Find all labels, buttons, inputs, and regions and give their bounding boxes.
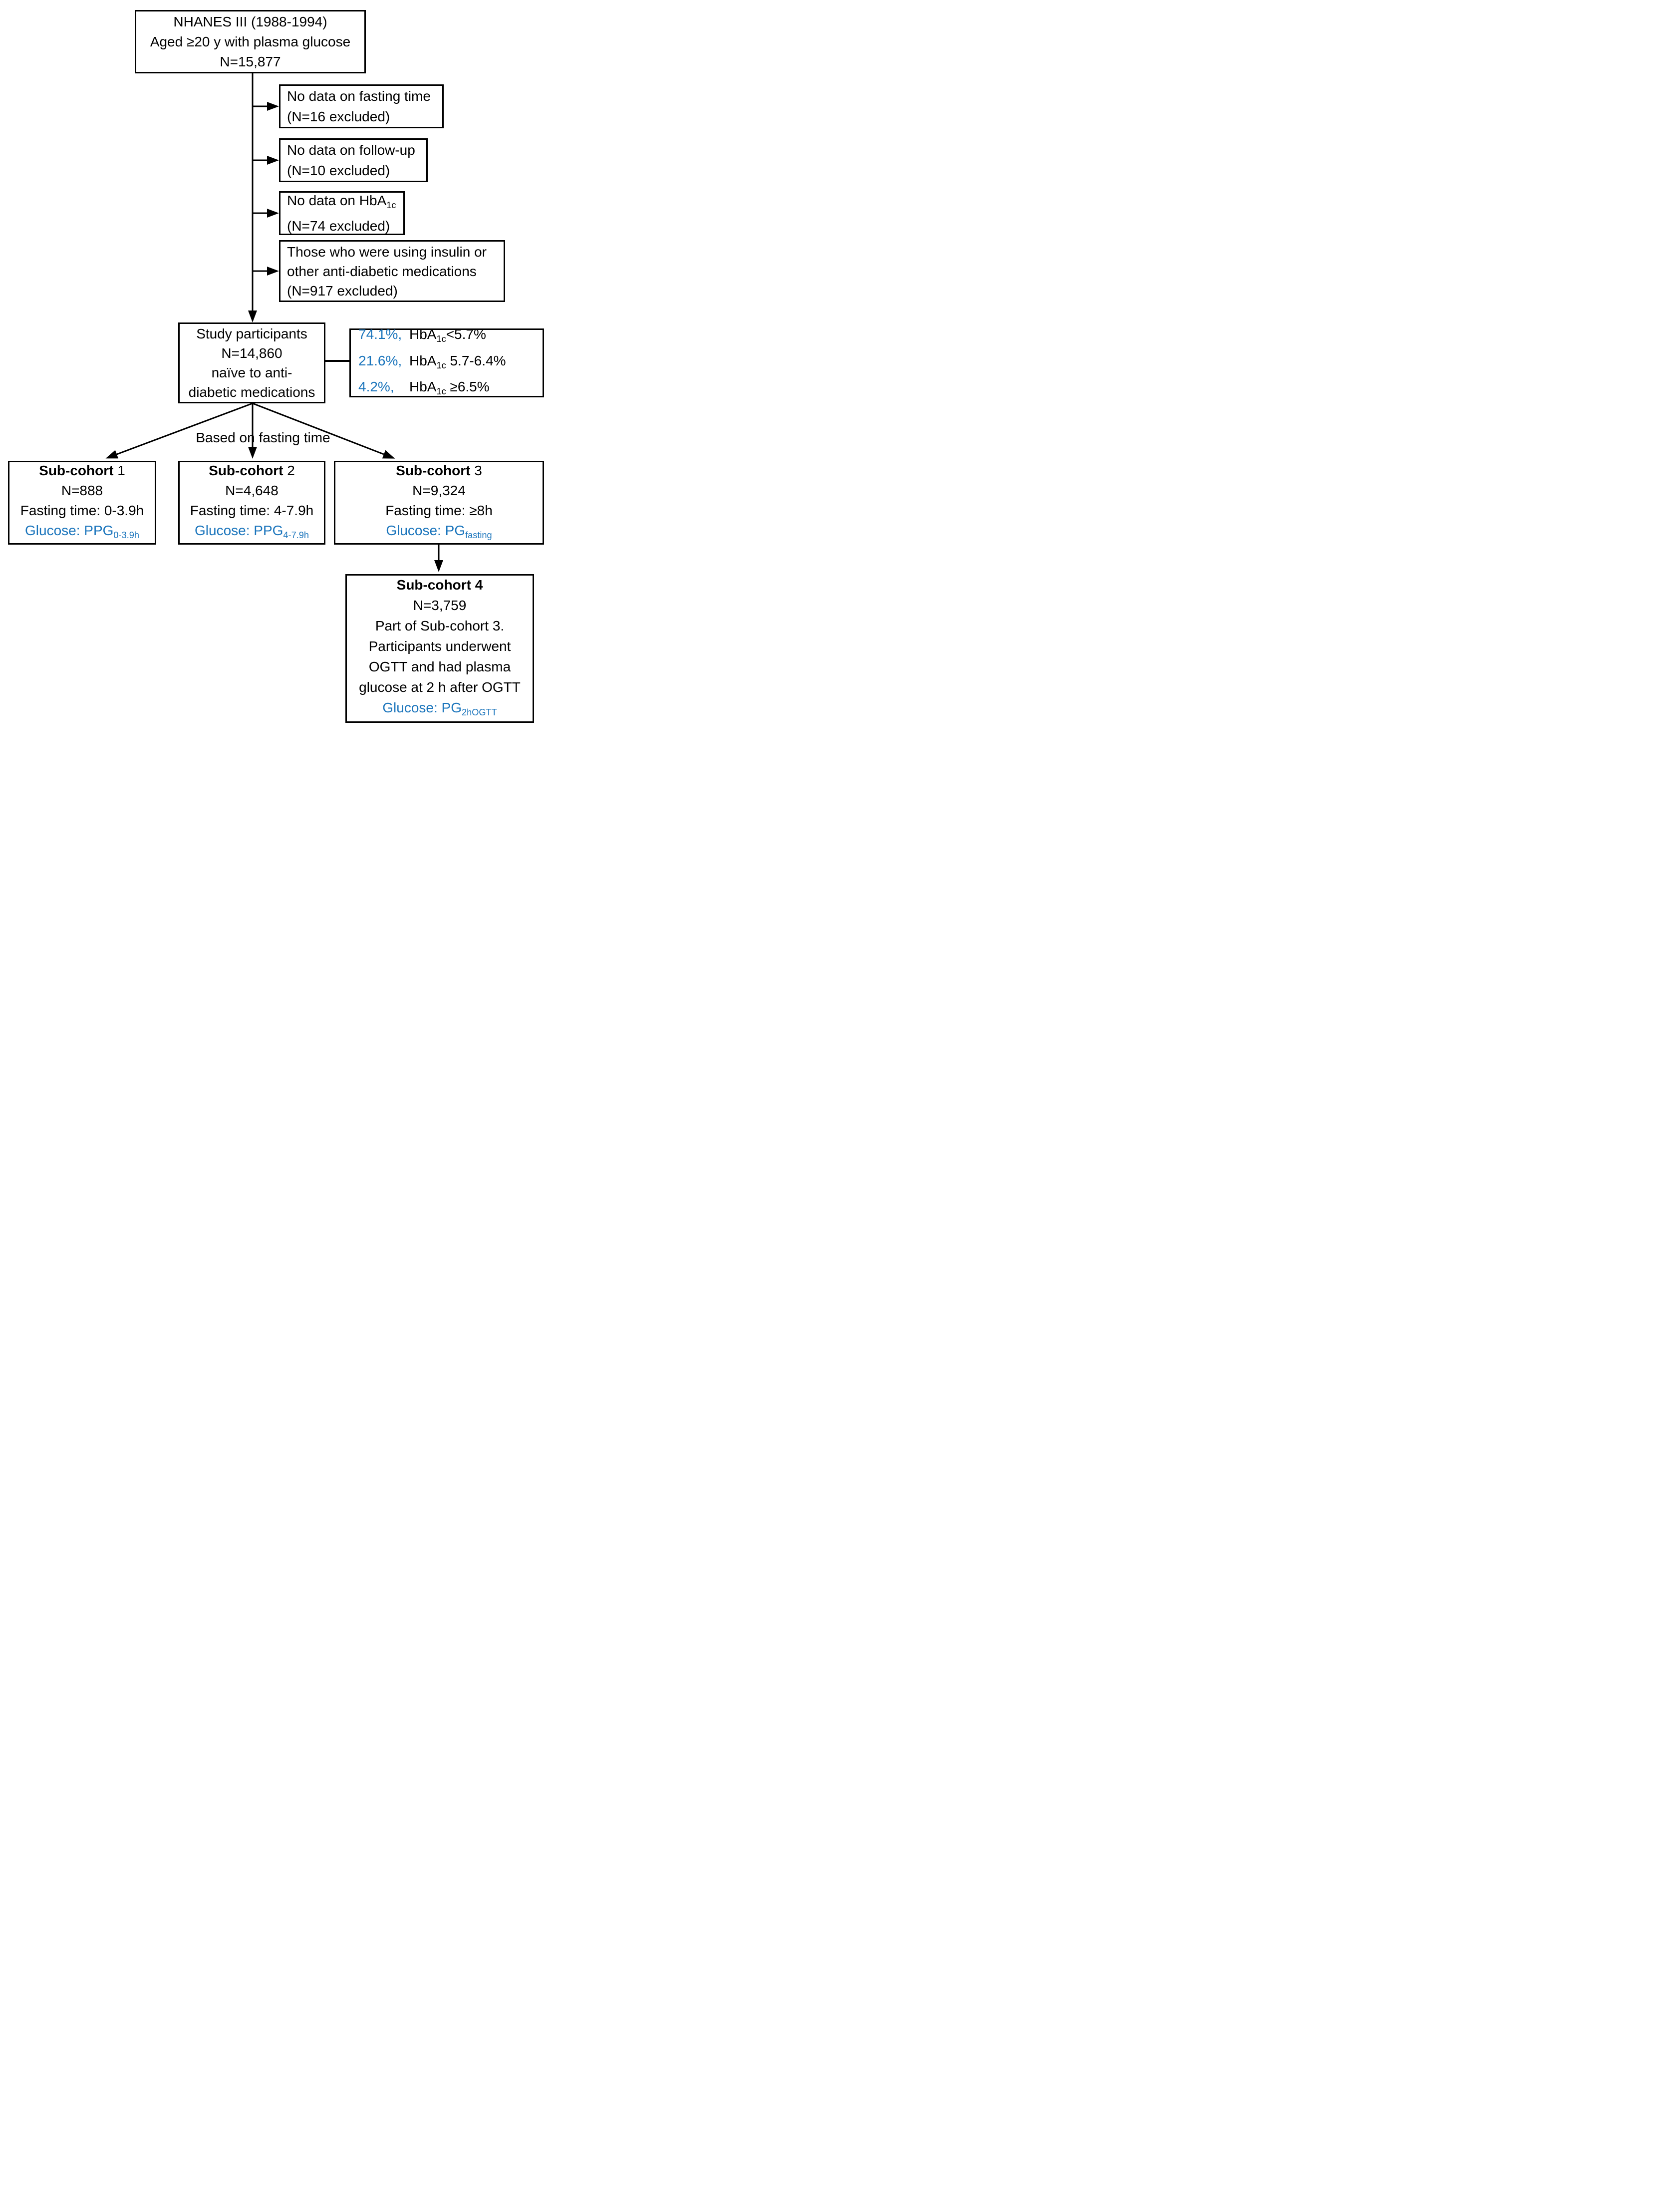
study-participants-box: Study participants N=14,860 naïve to ant… (178, 322, 325, 403)
arrow-study-to-sub1 (105, 402, 253, 459)
source-line-1: NHANES III (1988-1994) (173, 13, 327, 29)
exclusion-reason-line-2: other anti-diabetic medications (287, 263, 477, 279)
subcohort-fasting-time: Fasting time: 4-7.9h (190, 502, 314, 518)
exclusion-box-hba1c: No data on HbA1c (N=74 excluded) (279, 191, 405, 235)
hba1c-pct-1: 74.1%, (358, 326, 402, 342)
hba1c-subscript: 1c (386, 200, 396, 210)
study-count: N=14,860 (221, 345, 282, 361)
hba1c-row-1: 74.1%, HbA1c<5.7% (358, 323, 543, 350)
hba1c-row-2: 21.6%, HbA1c 5.7-6.4% (358, 350, 543, 376)
subcohort-count: N=3,759 (413, 597, 467, 613)
hba1c-range-3: HbA1c ≥6.5% (409, 379, 490, 397)
study-line-3: naïve to anti- (211, 365, 292, 380)
subcohort-count: N=4,648 (225, 482, 279, 498)
subcohort-title: Sub-cohort 4 (396, 577, 483, 593)
hba1c-pct-2: 21.6%, (358, 352, 402, 368)
exclusion-box-fasting-time: No data on fasting time (N=16 excluded) (279, 84, 444, 128)
hba1c-subscript: 1c (436, 386, 446, 397)
arrow-study-to-sub3 (252, 402, 395, 459)
subcohort-title: Sub-cohort 1 (39, 462, 125, 478)
flow-diagram: NHANES III (1988-1994) Aged ≥20 y with p… (0, 0, 560, 729)
exclusion-box-follow-up: No data on follow-up (N=10 excluded) (279, 138, 428, 182)
exclusion-reason: No data on HbA1c (287, 193, 396, 210)
hba1c-subscript: 1c (436, 360, 446, 370)
exclusion-reason-line-1: Those who were using insulin or (287, 244, 487, 260)
subcohort-desc-line-4: glucose at 2 h after OGTT (359, 679, 521, 695)
exclusion-reason: No data on follow-up (287, 142, 415, 158)
source-count: N=15,877 (220, 53, 281, 69)
subcohort-3-box: Sub-cohort 3 N=9,324 Fasting time: ≥8h G… (334, 461, 544, 545)
subcohort-title: Sub-cohort 3 (396, 462, 482, 478)
subcohort-glucose-measure: Glucose: PGfasting (386, 522, 492, 540)
hba1c-row-3: 4.2%, HbA1c ≥6.5% (358, 376, 543, 402)
subcohort-desc-line-1: Part of Sub-cohort 3. (375, 618, 505, 633)
subcohort-4-box: Sub-cohort 4 N=3,759 Part of Sub-cohort … (345, 574, 534, 723)
exclusion-reason: No data on fasting time (287, 88, 431, 104)
subcohort-count: N=888 (61, 482, 103, 498)
subcohort-count: N=9,324 (412, 482, 466, 498)
study-line-1: Study participants (196, 326, 307, 341)
subcohort-fasting-time: Fasting time: 0-3.9h (20, 502, 144, 518)
glucose-subscript: 0-3.9h (113, 530, 139, 540)
subcohort-glucose-measure: Glucose: PPG4-7.9h (195, 522, 309, 540)
subcohort-title: Sub-cohort 2 (209, 462, 295, 478)
subcohort-2-box: Sub-cohort 2 N=4,648 Fasting time: 4-7.9… (178, 461, 325, 545)
branch-label-fasting-time: Based on fasting time (196, 430, 330, 445)
hba1c-pct-3: 4.2%, (358, 379, 394, 395)
subcohort-glucose-measure: Glucose: PPG0-3.9h (25, 522, 139, 540)
exclusion-count: (N=16 excluded) (287, 109, 390, 124)
subcohort-desc-line-3: OGTT and had plasma (368, 658, 511, 674)
subcohort-desc-line-2: Participants underwent (368, 638, 511, 654)
hba1c-range-2: HbA1c 5.7-6.4% (409, 352, 506, 370)
glucose-subscript: 4-7.9h (283, 530, 309, 540)
exclusion-box-antidiabetic-meds: Those who were using insulin or other an… (279, 240, 505, 302)
exclusion-count: (N=917 excluded) (287, 283, 398, 299)
hba1c-subscript: 1c (436, 333, 446, 344)
glucose-subscript: 2hOGTT (461, 707, 497, 717)
source-line-2: Aged ≥20 y with plasma glucose (150, 33, 351, 49)
hba1c-distribution-box: 74.1%, HbA1c<5.7% 21.6%, HbA1c 5.7-6.4% 4.… (349, 326, 544, 397)
flow-arrows (105, 73, 443, 572)
subcohort-1-box: Sub-cohort 1 N=888 Fasting time: 0-3.9h … (8, 461, 156, 545)
study-line-4: diabetic medications (188, 384, 315, 400)
hba1c-range-1: HbA1c<5.7% (409, 326, 486, 344)
cohort-source-box: NHANES III (1988-1994) Aged ≥20 y with p… (135, 10, 366, 73)
subcohort-fasting-time: Fasting time: ≥8h (385, 502, 493, 518)
subcohort-glucose-measure: Glucose: PG2hOGTT (382, 699, 497, 717)
exclusion-count: (N=74 excluded) (287, 218, 390, 234)
glucose-subscript: fasting (465, 530, 492, 540)
exclusion-count: (N=10 excluded) (287, 163, 390, 178)
